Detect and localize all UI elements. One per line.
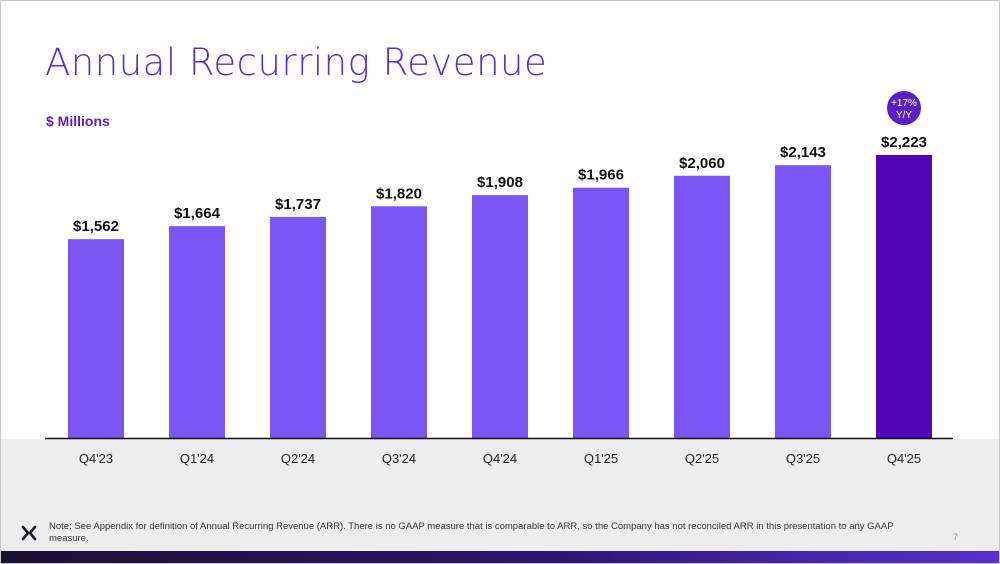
bar-value-label: $1,908 xyxy=(477,174,523,191)
bar xyxy=(472,195,528,438)
x-tick-label: Q3'24 xyxy=(382,451,416,466)
x-tick-label: Q3'25 xyxy=(786,451,820,466)
x-tick-label: Q4'23 xyxy=(79,451,113,466)
x-tick-label: Q1'25 xyxy=(584,451,618,466)
x-tick-label: Q4'25 xyxy=(887,451,921,466)
bar-value-label: $2,143 xyxy=(780,144,826,161)
bar xyxy=(876,155,932,438)
bar xyxy=(371,206,427,438)
growth-badge xyxy=(887,91,921,125)
bar-value-label: $1,664 xyxy=(174,205,221,222)
bar-value-label: $1,966 xyxy=(578,167,624,184)
x-tick-label: Q2'24 xyxy=(281,451,315,466)
unit-label: $ Millions xyxy=(46,113,110,129)
bar xyxy=(270,216,326,438)
bar-value-label: $1,562 xyxy=(73,218,119,235)
footnote: Note: See Appendix for definition of Ann… xyxy=(49,521,894,544)
bottom-accent-strip xyxy=(1,551,999,563)
x-logo-icon xyxy=(21,525,37,541)
bar xyxy=(68,239,124,438)
bar-value-label: $1,820 xyxy=(376,185,422,202)
x-tick-label: Q1'24 xyxy=(180,451,214,466)
footer-band xyxy=(1,439,999,551)
bar-value-label: $1,737 xyxy=(275,196,321,213)
page-number: 7 xyxy=(953,532,959,542)
bar xyxy=(169,226,225,438)
bar xyxy=(573,187,629,438)
bar-value-label: $2,060 xyxy=(679,155,725,172)
bar-value-label: $2,223 xyxy=(881,134,927,151)
bar xyxy=(775,165,831,438)
growth-badge-value: +17% xyxy=(891,98,917,109)
bar xyxy=(674,175,730,438)
page-title: Annual Recurring Revenue xyxy=(45,41,548,84)
x-tick-label: Q2'25 xyxy=(685,451,719,466)
x-tick-label: Q4'24 xyxy=(483,451,517,466)
growth-badge-label: Y/Y xyxy=(896,110,912,121)
